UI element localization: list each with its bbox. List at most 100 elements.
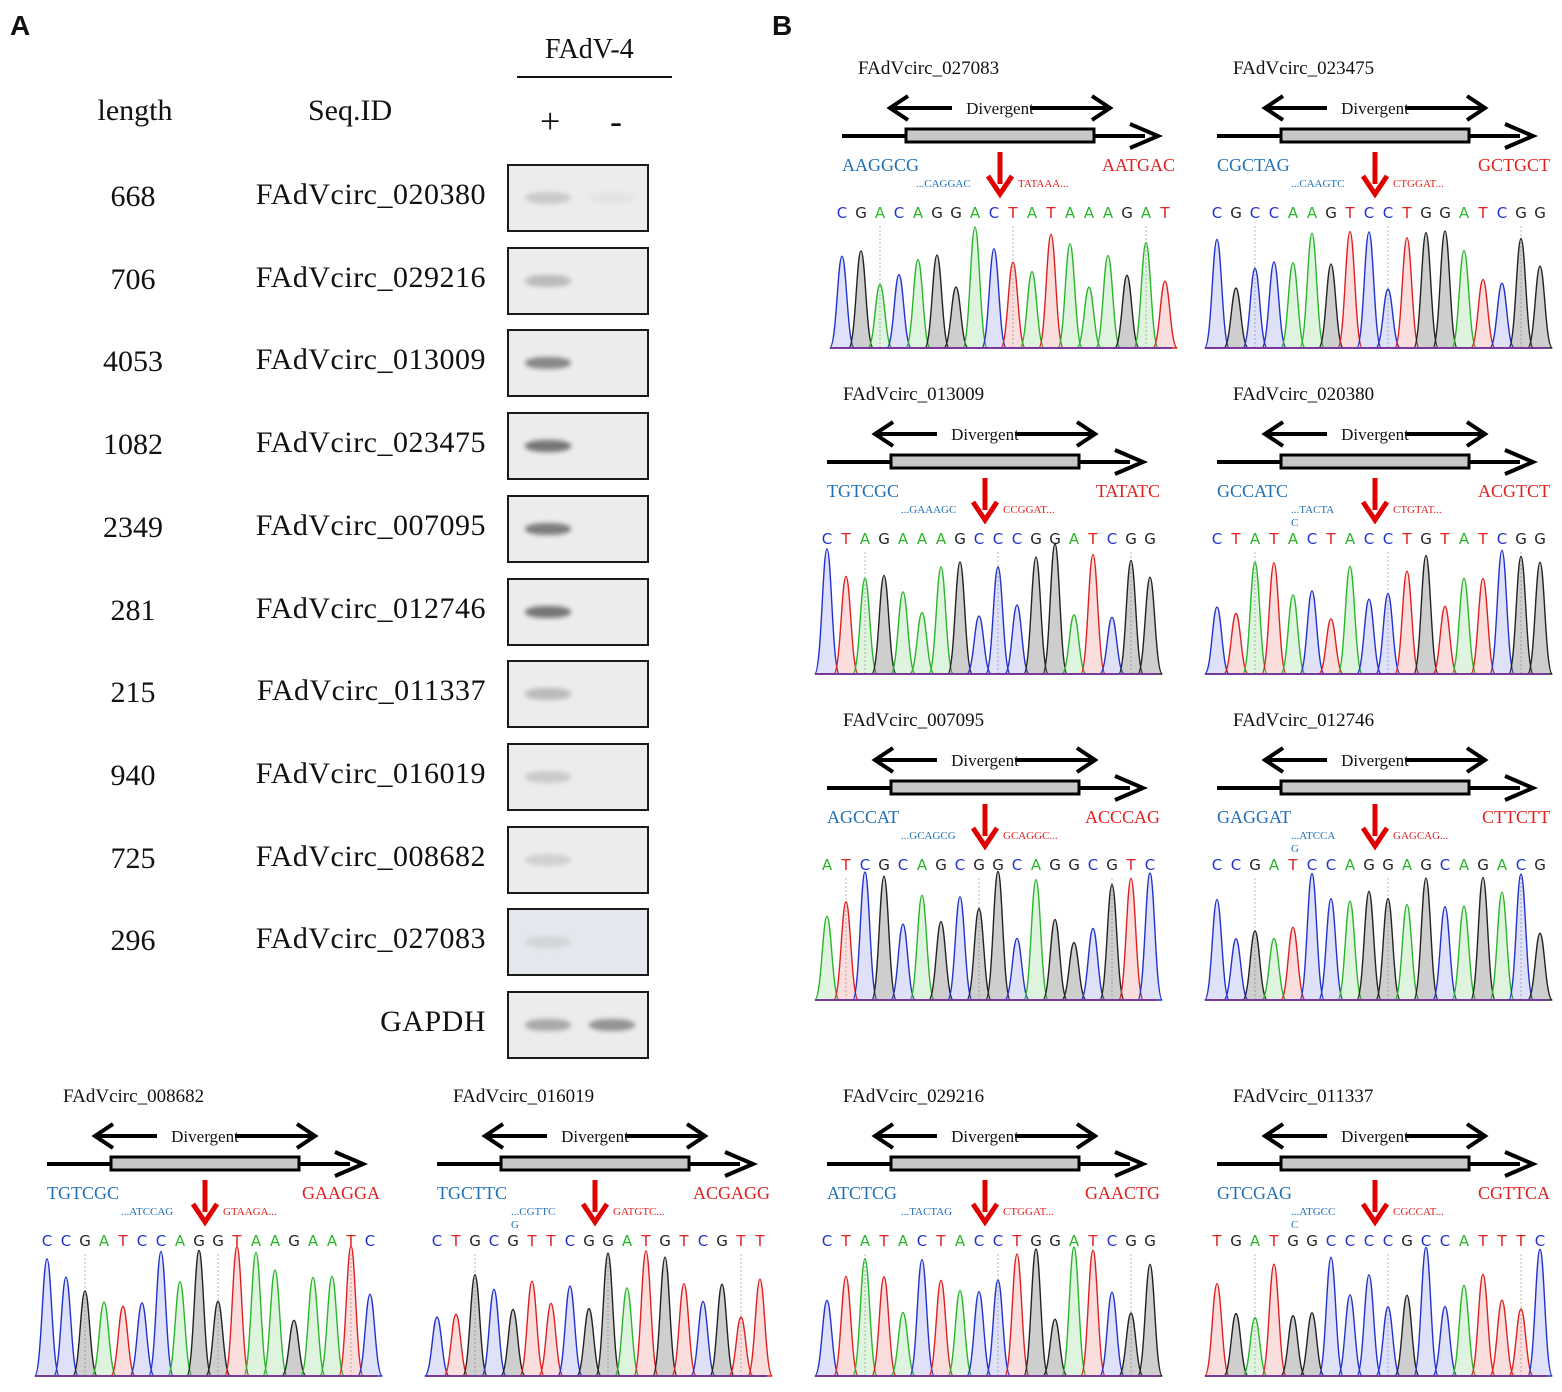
sequence-base: T — [1401, 204, 1412, 222]
trace-peak — [518, 1280, 546, 1377]
sequence-base: G — [1325, 204, 1337, 222]
trace-peak — [965, 1291, 993, 1377]
sequence-base: C — [822, 530, 832, 548]
column-header-length: length — [97, 94, 173, 127]
sequence-base: A — [99, 1232, 110, 1250]
trace-peak — [1113, 274, 1141, 349]
sequence-base: C — [1212, 856, 1222, 874]
trace-peak — [1336, 230, 1364, 349]
sequence-base: C — [974, 1232, 984, 1250]
sequence-base: C — [1440, 1232, 1450, 1250]
chromatogram-title: FAdVcirc_007095 — [843, 710, 985, 731]
junction-arrow — [580, 1180, 610, 1227]
trace-peak — [927, 566, 955, 675]
left-flank-sequence: GTCGAG — [1217, 1183, 1292, 1203]
trace-peak — [908, 1258, 936, 1377]
trace-peak — [594, 1252, 622, 1377]
sequence-base: C — [837, 204, 847, 222]
column-header-plus: + — [540, 101, 561, 141]
gel-lane-image — [507, 660, 649, 729]
trace-peak — [242, 1251, 270, 1377]
trace-peak — [109, 1305, 137, 1377]
sequence-base: A — [1069, 530, 1080, 548]
sequence-base: C — [1212, 204, 1222, 222]
junction-chromatogram: FAdVcirc_011337 Divergent T G A T G G C C C C G C C A T T… — [1203, 1086, 1554, 1386]
sequence-base: T — [526, 1232, 537, 1250]
sequence-base: G — [1401, 1232, 1413, 1250]
divergent-label: Divergent — [171, 1127, 239, 1146]
trace-peak — [1279, 594, 1307, 675]
left-flank-sequence: AGCCAT — [827, 807, 900, 827]
sequence-base: G — [1363, 856, 1375, 874]
junction-arrow — [985, 152, 1015, 199]
sequence-base: C — [917, 1232, 927, 1250]
trace-peak — [1507, 237, 1535, 349]
trace-peak — [1279, 1314, 1307, 1377]
sequence-base: G — [1249, 856, 1261, 874]
sequence-base: G — [1106, 856, 1118, 874]
sequence-base: C — [1326, 856, 1336, 874]
trace-peak — [1374, 288, 1402, 349]
trace-peak — [727, 1316, 755, 1377]
sequence-base: T — [1087, 1232, 1098, 1250]
trace-peak — [1136, 872, 1164, 1001]
band-plus-lane — [525, 770, 571, 783]
trace-peak — [1374, 1306, 1402, 1377]
sequence-base: G — [1306, 1232, 1318, 1250]
sequence-base: G — [1125, 1232, 1137, 1250]
sequence-base: G — [1068, 856, 1080, 874]
band-plus-lane — [525, 192, 571, 204]
sequence-base: C — [489, 1232, 499, 1250]
trace-peak — [480, 1288, 508, 1377]
sequence-base: G — [1230, 1232, 1242, 1250]
trace-peak — [499, 1308, 527, 1377]
sequence-base: C — [974, 530, 984, 548]
sequence-base: A — [622, 1232, 633, 1250]
row-seq-id: FAdVcirc_027083 — [255, 922, 486, 956]
row-seq-id: FAdVcirc_023475 — [255, 426, 486, 460]
row-length: 1082 — [103, 428, 163, 462]
sequence-base: C — [1250, 204, 1260, 222]
band-plus-lane — [525, 853, 571, 866]
trace-peak — [1412, 877, 1440, 1001]
sequence-base: G — [1030, 530, 1042, 548]
trace-peak — [889, 923, 917, 1001]
divergent-primer-diagram — [827, 746, 1149, 802]
sequence-base: A — [898, 530, 909, 548]
sequence-base: C — [432, 1232, 442, 1250]
sequence-base: C — [1012, 530, 1022, 548]
trace-peak — [1412, 1246, 1440, 1377]
trace-peak — [908, 611, 936, 675]
trace-peak — [1336, 565, 1364, 675]
junction-chromatogram: FAdVcirc_007095 Divergent A T C G C A G C G G C A G G C G… — [813, 710, 1164, 1010]
trace-peak — [1060, 941, 1088, 1001]
gel-lane-image — [507, 577, 649, 646]
trace-peak — [1241, 561, 1269, 675]
sequence-base: T — [1325, 530, 1336, 548]
sequence-base: G — [716, 1232, 728, 1250]
sequence-base: C — [565, 1232, 575, 1250]
trace-peak — [1393, 237, 1421, 349]
band-plus-lane — [525, 936, 571, 949]
sequence-base: G — [193, 1232, 205, 1250]
trace-peak — [318, 1275, 346, 1377]
junction-arrow — [970, 804, 1000, 851]
chromatogram-title: FAdVcirc_011337 — [1233, 1086, 1374, 1107]
trace-peak — [1094, 254, 1122, 349]
trace-peak — [1374, 897, 1402, 1001]
sequence-base: T — [1159, 204, 1170, 222]
sequence-base: T — [1268, 530, 1279, 548]
sequence-base: C — [1364, 204, 1374, 222]
right-flank-sequence: CTTCTT — [1482, 807, 1550, 827]
divergent-label: Divergent — [951, 751, 1019, 770]
trace-peak — [1079, 1249, 1107, 1377]
sequence-base: G — [1049, 1232, 1061, 1250]
trace-peak — [33, 1258, 61, 1377]
chromatogram-title: FAdVcirc_008682 — [63, 1086, 205, 1107]
divergent-primer-diagram — [1217, 746, 1539, 802]
trace-peak — [1526, 1248, 1554, 1377]
sequence-base: C — [1307, 856, 1317, 874]
band-plus-lane — [525, 688, 571, 701]
